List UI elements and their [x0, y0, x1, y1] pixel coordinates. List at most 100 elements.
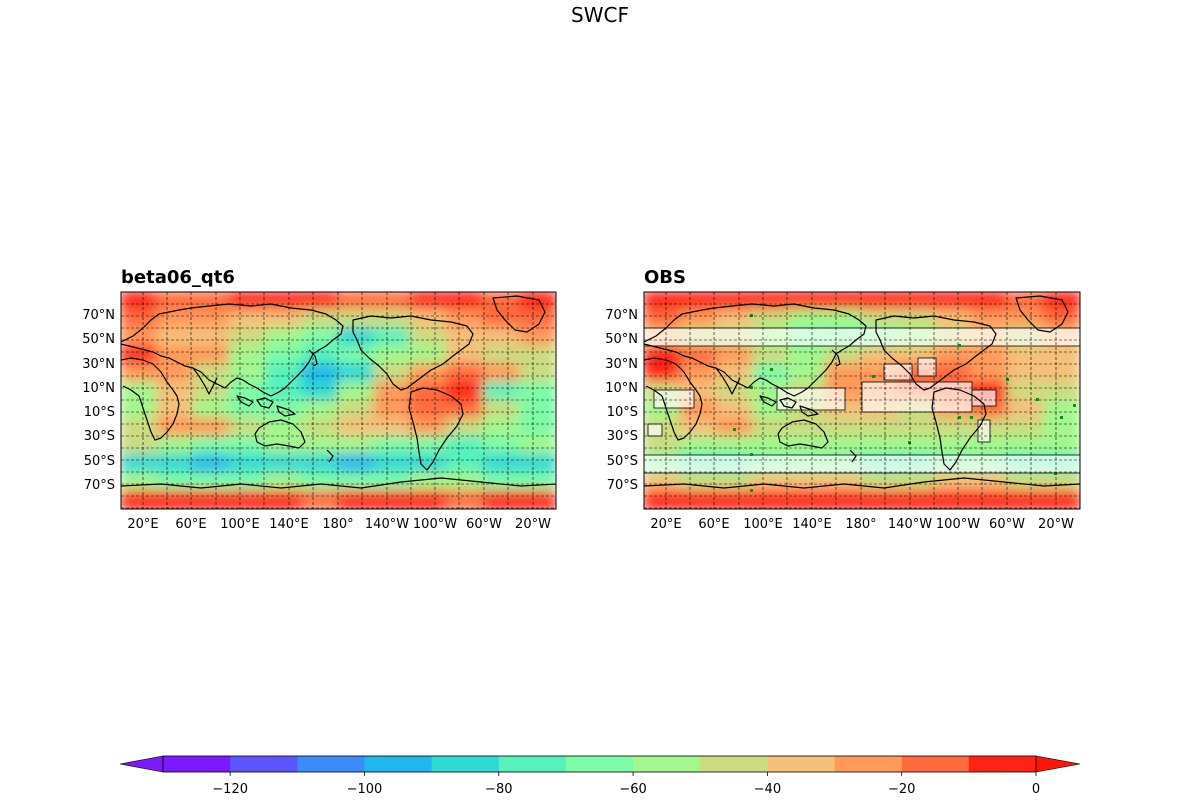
field-cell — [337, 435, 376, 456]
field-cell — [228, 471, 268, 492]
field-cell — [121, 399, 159, 420]
field-cell — [192, 309, 231, 330]
field-cell — [410, 381, 449, 402]
field-cell — [752, 417, 791, 438]
field-cell — [1042, 399, 1080, 420]
field-cell — [121, 381, 159, 402]
lon-tick-label: 100°E — [220, 517, 260, 532]
field-cell — [715, 435, 754, 456]
field-cell — [121, 345, 159, 366]
field-cell — [121, 309, 159, 330]
field-cell — [1006, 381, 1045, 402]
lat-tick-label: 70°N — [605, 308, 638, 323]
field-cell — [410, 489, 449, 509]
lon-tick-label: 60°W — [466, 517, 502, 532]
field-cell — [715, 363, 754, 384]
lon-tick-label: 60°E — [698, 517, 729, 532]
field-cell — [265, 489, 304, 509]
figure-title: SWCF — [571, 3, 629, 27]
field-cell — [373, 363, 413, 384]
field-cell — [861, 489, 900, 509]
field-cell — [373, 309, 413, 330]
lat-axis: 70°N 50°N 30°N 10°N 10°S 30°S 50°S 70°S — [82, 308, 115, 493]
field-cell — [192, 435, 231, 456]
field-heatmap — [121, 292, 556, 509]
field-cell — [121, 471, 159, 492]
colorbar-segment — [431, 756, 500, 772]
field-cell — [373, 489, 413, 509]
field-cell — [265, 417, 304, 438]
field-cell — [337, 417, 376, 438]
lat-tick-label: 30°S — [607, 429, 638, 444]
field-cell — [301, 345, 340, 366]
field-cell — [301, 471, 340, 492]
field-cell — [192, 292, 231, 312]
field-cell — [373, 435, 413, 456]
field-cell — [752, 292, 791, 312]
colorbar-tick-label: −80 — [485, 782, 512, 797]
field-cell — [861, 345, 900, 366]
field-cell — [1042, 435, 1080, 456]
field-cell — [482, 471, 521, 492]
field-cell — [301, 327, 340, 348]
field-cell — [897, 309, 936, 330]
field-cell — [301, 309, 340, 330]
field-cell — [788, 363, 827, 384]
field-cell — [715, 417, 754, 438]
field-cell — [156, 471, 195, 492]
field-cell — [446, 435, 485, 456]
field-cell — [788, 471, 827, 492]
field-cell — [482, 327, 521, 348]
field-cell — [228, 399, 268, 420]
field-cell — [337, 489, 376, 509]
field-cell — [679, 489, 718, 509]
field-cell — [446, 453, 485, 474]
colorbar-segment — [230, 756, 298, 772]
field-cell — [337, 381, 376, 402]
gridlines — [121, 292, 556, 509]
field-cell — [482, 489, 521, 509]
missing-data-patches — [644, 327, 1080, 474]
field-cell — [446, 471, 485, 492]
station-markers — [733, 314, 1076, 492]
colorbar-segment — [834, 756, 903, 772]
field-cell — [970, 345, 1009, 366]
field-cell — [1006, 471, 1045, 492]
field-cell — [301, 435, 340, 456]
field-cell — [482, 345, 521, 366]
colorbar-frame — [162, 755, 1037, 773]
lat-tick-label: 50°S — [607, 454, 638, 469]
lon-tick-label: 60°W — [989, 517, 1025, 532]
colorbar-segment — [364, 756, 433, 772]
field-cell — [156, 309, 195, 330]
colorbar: −120 −100 −80 −60 −40 −20 0 — [119, 755, 1081, 797]
field-cell — [228, 417, 268, 438]
field-cell — [446, 417, 485, 438]
field-cell — [897, 292, 936, 312]
field-cell — [482, 381, 521, 402]
field-cell — [482, 453, 521, 474]
field-cell — [482, 435, 521, 456]
field-cell — [301, 417, 340, 438]
field-cell — [121, 489, 159, 509]
field-cell — [1042, 489, 1080, 509]
field-cell — [715, 399, 754, 420]
field-cell — [715, 345, 754, 366]
field-cell — [1042, 292, 1080, 312]
lon-tick-label: 20°W — [1038, 517, 1074, 532]
field-cell — [337, 345, 376, 366]
lat-tick-label: 10°S — [607, 405, 638, 420]
field-cell — [446, 292, 485, 312]
field-cell — [156, 327, 195, 348]
field-cell — [1006, 309, 1045, 330]
field-cell — [518, 435, 556, 456]
field-cell — [156, 453, 195, 474]
field-cell — [1006, 435, 1045, 456]
field-cell — [933, 309, 972, 330]
field-cell — [1042, 381, 1080, 402]
field-cell — [156, 381, 195, 402]
field-cell — [644, 345, 682, 366]
lon-tick-label: 180° — [845, 517, 876, 532]
field-cell — [518, 292, 556, 312]
field-cell — [265, 381, 304, 402]
